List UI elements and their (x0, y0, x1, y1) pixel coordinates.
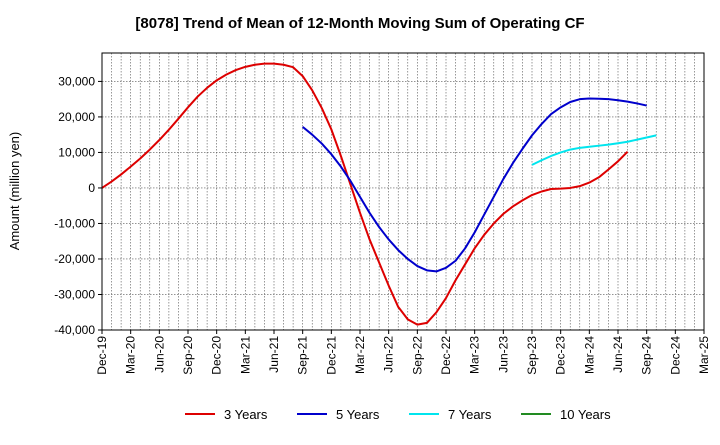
y-tick-label: 30,000 (58, 74, 95, 88)
series-line-5-years (302, 97, 647, 273)
x-tick-label: Dec-24 (668, 336, 682, 375)
legend-label: 10 Years (560, 407, 611, 422)
y-tick-label: 0 (88, 181, 95, 195)
x-tick-label: Dec-21 (324, 336, 338, 375)
x-tick-label: Sep-23 (525, 336, 539, 375)
x-tick-label: Sep-21 (296, 336, 310, 375)
y-tick-label: -30,000 (54, 287, 95, 301)
x-tick-label: Mar-24 (582, 336, 596, 374)
x-tick-label: Mar-22 (353, 336, 367, 374)
y-tick-label: 20,000 (58, 110, 95, 124)
x-tick-label: Jun-20 (152, 336, 166, 373)
chart-title: [8078] Trend of Mean of 12-Month Moving … (135, 15, 584, 32)
x-tick-label: Dec-22 (439, 336, 453, 375)
x-tick-label: Sep-24 (640, 336, 654, 375)
series-line-7-years (531, 134, 657, 166)
x-tick-label: Mar-23 (468, 336, 482, 374)
y-tick-label: 10,000 (58, 145, 95, 159)
x-tick-label: Mar-21 (238, 336, 252, 374)
x-tick-label: Dec-20 (210, 336, 224, 375)
legend-label: 7 Years (448, 407, 492, 422)
x-tick-label: Mar-25 (697, 336, 711, 374)
series-line-3-years (101, 62, 629, 326)
tick-labels: 30,000 20,000 10,000 0 -10,000 -20,000 -30,000… (54, 74, 711, 374)
legend-label: 5 Years (336, 407, 380, 422)
x-tick-label: Jun-21 (267, 336, 281, 373)
x-tick-label: Sep-22 (410, 336, 424, 375)
y-tick-label: -20,000 (54, 252, 95, 266)
x-tick-label: Jun-24 (611, 336, 625, 373)
x-tick-label: Dec-23 (554, 336, 568, 375)
y-axis-label: Amount (million yen) (7, 132, 22, 251)
x-tick-label: Dec-19 (95, 336, 109, 375)
x-tick-label: Sep-20 (181, 336, 195, 375)
grid (102, 53, 704, 331)
legend: 3 Years 5 Years 7 Years 10 Years (185, 407, 611, 422)
y-tick-label: -10,000 (54, 216, 95, 230)
x-tick-label: Mar-20 (124, 336, 138, 374)
legend-label: 3 Years (224, 407, 268, 422)
plot-frame (101, 52, 705, 331)
series-lines (101, 62, 657, 326)
y-tick-label: -40,000 (54, 323, 95, 337)
x-tick-label: Jun-22 (382, 336, 396, 373)
x-tick-label: Jun-23 (496, 336, 510, 373)
